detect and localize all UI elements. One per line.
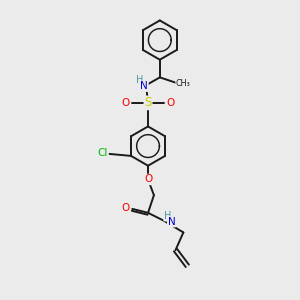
Text: O: O xyxy=(167,98,175,108)
Text: H: H xyxy=(164,211,171,221)
Text: CH₃: CH₃ xyxy=(176,79,191,88)
Text: S: S xyxy=(144,96,152,110)
Text: O: O xyxy=(121,203,130,213)
Text: N: N xyxy=(140,81,148,91)
Text: Cl: Cl xyxy=(98,148,108,158)
Text: O: O xyxy=(121,98,130,108)
Text: N: N xyxy=(168,217,176,226)
Text: H: H xyxy=(136,75,143,85)
Text: O: O xyxy=(144,174,152,184)
